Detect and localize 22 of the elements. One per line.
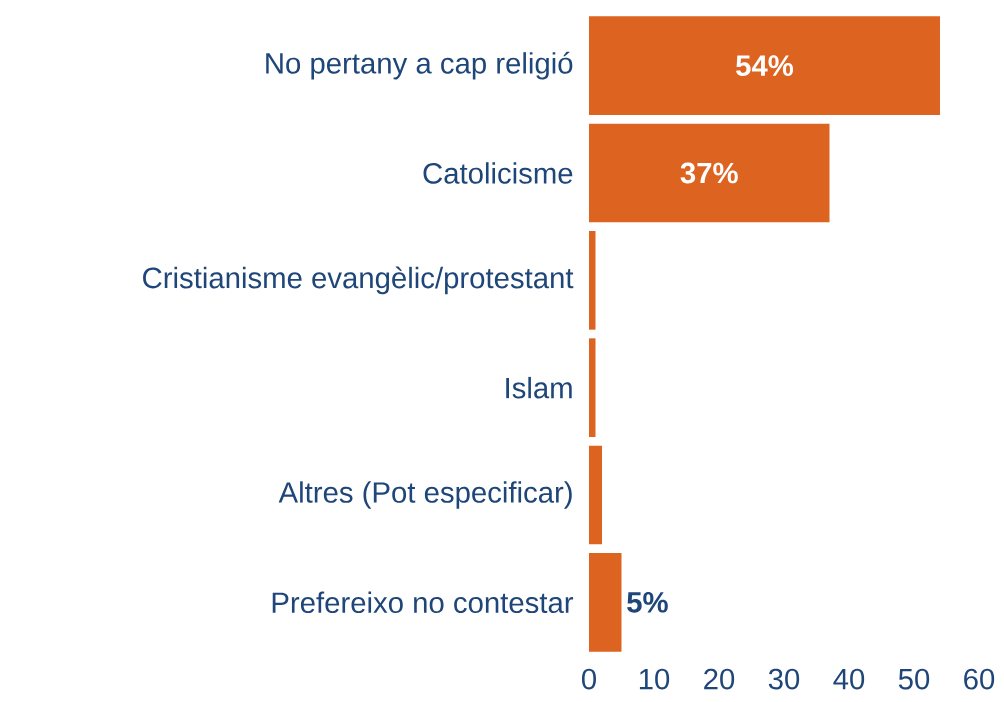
bar [589,123,830,223]
data-label: 37% [680,162,738,184]
y-tick-label: Altres (Pot especificar) [278,481,572,509]
x-tick-label: 30 [768,668,800,690]
x-tick-label: 60 [964,668,995,690]
data-label: 54% [736,55,794,77]
y-tick-label: Catolicisme [423,162,573,184]
x-tick-label: 20 [704,668,735,690]
y-tick-label: No pertany a cap religió [266,51,573,80]
x-tick-label: 0 [581,668,596,690]
bar [589,552,622,652]
bar [589,338,596,437]
bar [589,16,940,115]
data-label: 5% [627,591,668,613]
y-tick-label: Cristianisme evangèlic/protestant [143,266,574,295]
x-tick-label: 50 [898,668,930,690]
y-tick-label: Islam [506,376,572,399]
y-tick-label: Prefereixo no contestar [272,591,574,614]
bar [589,231,596,330]
x-tick-label: 40 [833,668,865,690]
x-tick-label: 10 [639,668,670,690]
bar [589,445,602,545]
